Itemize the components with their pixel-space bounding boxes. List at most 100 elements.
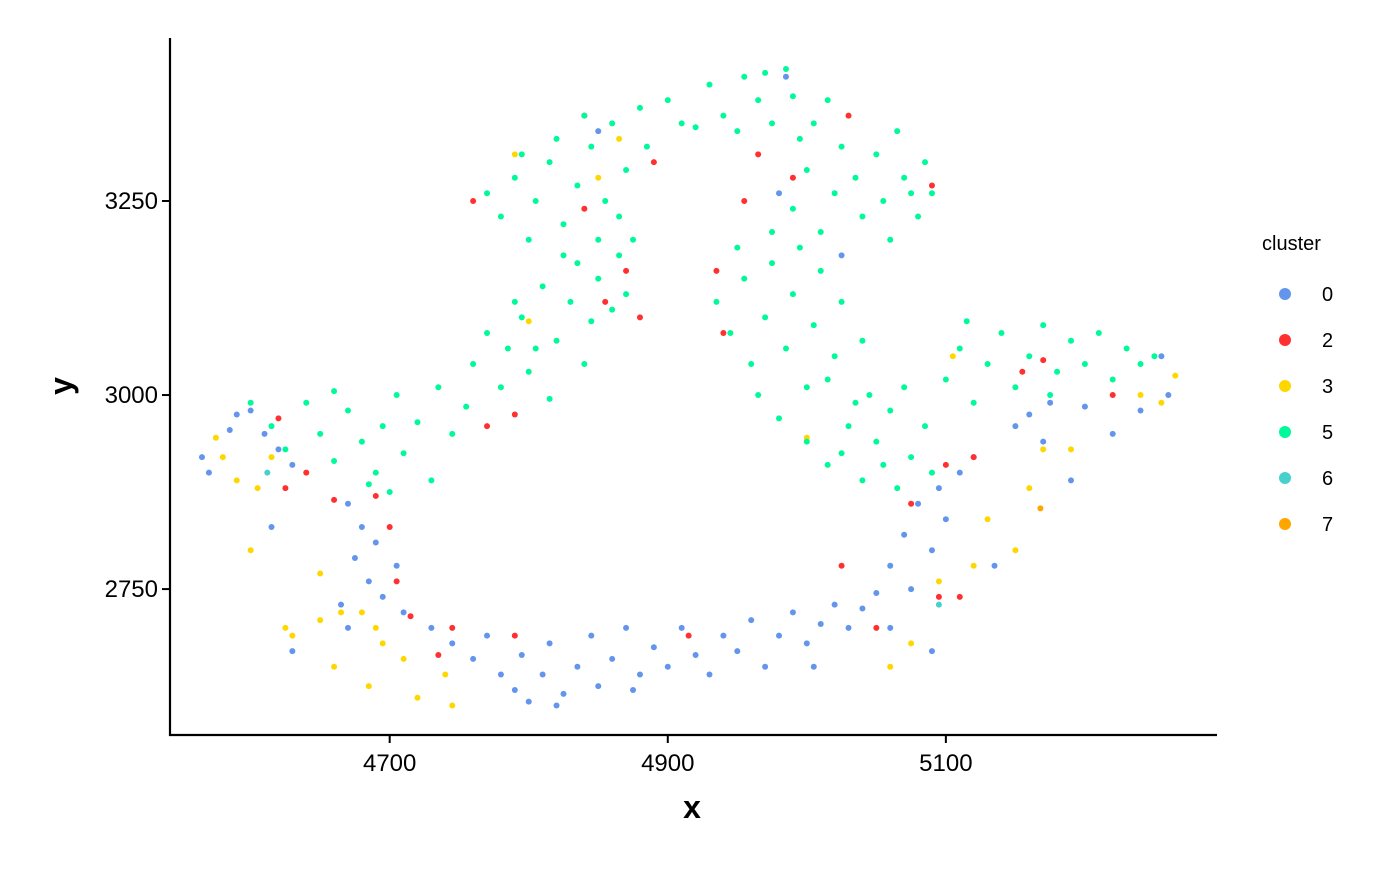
legend-label: 0 [1322,284,1333,306]
point [623,166,630,173]
y-tick-label: 3250 [105,188,158,215]
point [845,624,852,631]
point [282,485,289,492]
point [303,399,310,406]
point [713,298,720,305]
point [546,395,553,402]
point [233,477,240,484]
point [838,298,845,305]
point [824,461,831,468]
point [226,426,233,433]
point [574,260,581,267]
y-tick-label: 2750 [105,576,158,603]
point [970,454,977,461]
point [803,640,810,647]
point [970,562,977,569]
point [588,143,595,150]
point [331,663,338,670]
point [678,624,685,631]
point [956,469,963,476]
point [414,694,421,701]
point [400,655,407,662]
point [351,555,358,562]
point [692,652,699,659]
point [692,124,699,131]
point [553,135,560,142]
point [275,446,282,453]
point [602,197,609,204]
point [484,423,491,430]
point [769,260,776,267]
legend-label: 7 [1322,514,1333,536]
point [365,683,372,690]
point [442,671,449,678]
point [935,601,942,608]
point [949,353,956,360]
point [838,143,845,150]
point [365,481,372,488]
point [845,423,852,430]
point [386,523,393,530]
point [720,329,727,336]
point [824,97,831,104]
point [956,593,963,600]
point [247,399,254,406]
point [984,360,991,367]
point [984,516,991,523]
point [755,97,762,104]
point [859,337,866,344]
y-tick-label: 3000 [105,382,158,409]
point [650,159,657,166]
point [504,345,511,352]
point [970,399,977,406]
point [282,624,289,631]
point [762,663,769,670]
y-axis-title: y [43,377,79,395]
point [331,458,338,465]
point [1068,446,1075,453]
point [741,197,748,204]
point [317,617,324,624]
point [741,73,748,80]
point [887,663,894,670]
point [595,275,602,282]
point [706,81,713,88]
point [942,376,949,383]
point [922,423,929,430]
point [1165,392,1172,399]
point [1012,423,1019,430]
point [574,182,581,189]
point [254,485,261,492]
legend-marker [1279,334,1291,346]
point [623,267,630,274]
point [595,683,602,690]
point [511,632,518,639]
point [595,236,602,243]
point [219,454,226,461]
point [942,516,949,523]
point [887,407,894,414]
point [511,686,518,693]
point [928,190,935,197]
point [344,624,351,631]
point [915,213,922,220]
point [852,399,859,406]
point [393,562,400,569]
point [643,143,650,150]
legend-title: cluster [1262,233,1321,255]
point [873,624,880,631]
point [650,644,657,651]
point [789,205,796,212]
point [511,174,518,181]
point [1095,329,1102,336]
point [581,112,588,119]
point [908,586,915,593]
point [338,609,345,616]
point [449,702,456,709]
x-tick-label: 4900 [641,750,694,777]
point [379,640,386,647]
point [908,500,915,507]
point [470,197,477,204]
point [497,671,504,678]
point [1026,353,1033,360]
